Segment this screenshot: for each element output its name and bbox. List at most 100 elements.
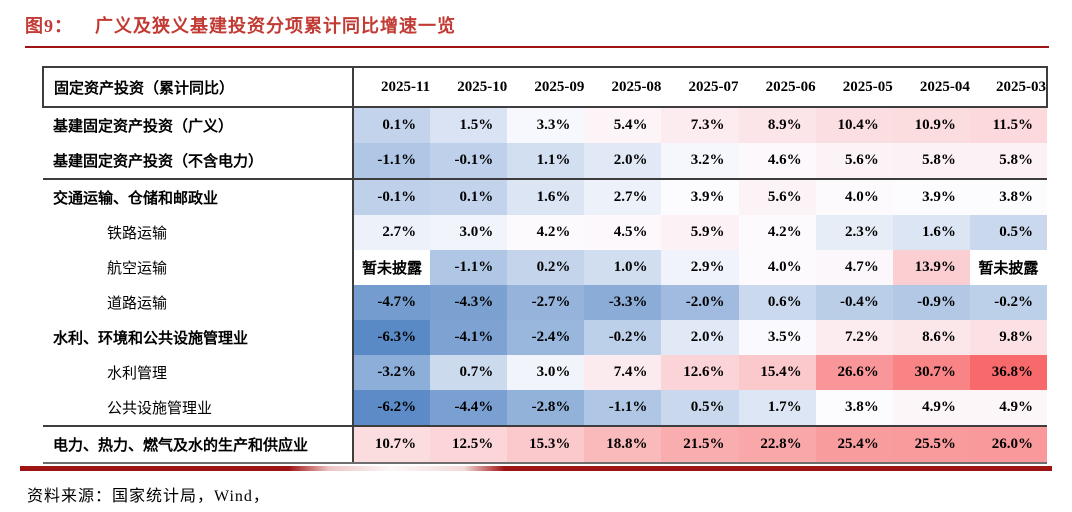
data-cell: 3.8%	[969, 179, 1047, 215]
row-label: 水利、环境和公共设施管理业	[43, 320, 354, 355]
data-cell: 1.6%	[507, 179, 585, 215]
data-cell: 12.5%	[430, 426, 508, 464]
table-row: 铁路运输 2.7% 3.0% 4.2% 4.5% 5.9% 4.2% 2.3% 1.6% 0.5%	[43, 215, 1047, 250]
heatmap-table: 固定资产投资（累计同比） 2025-11 2025-10 2025-09 2025-08…	[42, 66, 1049, 464]
table-row: 交通运输、仓储和邮政业 -0.1% 0.1% 1.6% 2.7% 3.9% 5.6% 4.0%…	[43, 179, 1047, 215]
data-cell: -0.2%	[969, 285, 1047, 320]
table-row: 电力、热力、燃气及水的生产和供应业 10.7% 12.5% 15.3% 18.8% 21.…	[43, 426, 1047, 464]
data-cell: 4.9%	[969, 390, 1047, 427]
data-cell: 22.8%	[738, 426, 816, 464]
table-row: 水利、环境和公共设施管理业 -6.3% -4.1% -2.4% -0.2% 2.0% 3.5…	[43, 320, 1047, 355]
data-cell: 1.7%	[738, 390, 816, 427]
data-cell: -1.1%	[584, 390, 662, 427]
table-row: 基建固定资产投资（不含电力） -1.1% -0.1% 1.1% 2.0% 3.2% 4.6%…	[43, 143, 1047, 180]
data-cell: -2.8%	[507, 390, 585, 427]
data-cell: -2.4%	[507, 320, 585, 355]
data-cell-missing: 暂未披露	[969, 250, 1047, 285]
column-header: 2025-06	[738, 66, 816, 108]
data-cell: 3.9%	[892, 179, 970, 215]
data-cell: 0.1%	[430, 179, 508, 215]
data-cell: 3.9%	[661, 179, 739, 215]
data-cell: 25.4%	[815, 426, 893, 464]
data-cell: 4.6%	[738, 143, 816, 180]
data-cell: 3.3%	[507, 107, 585, 143]
data-cell: 0.6%	[738, 285, 816, 320]
row-label: 公共设施管理业	[43, 390, 354, 427]
data-cell: 30.7%	[892, 355, 970, 390]
row-label: 电力、热力、燃气及水的生产和供应业	[43, 426, 354, 464]
data-cell: 5.4%	[584, 107, 662, 143]
data-cell: -1.1%	[353, 143, 431, 180]
column-header: 2025-03	[969, 66, 1049, 108]
data-cell: -3.2%	[353, 355, 431, 390]
data-cell: 5.6%	[815, 143, 893, 180]
data-cell: -2.7%	[507, 285, 585, 320]
row-label: 铁路运输	[43, 215, 354, 250]
data-cell: 10.9%	[892, 107, 970, 143]
data-cell: 10.7%	[353, 426, 431, 464]
column-header: 2025-05	[815, 66, 893, 108]
data-cell: 4.2%	[738, 215, 816, 250]
data-cell: -6.2%	[353, 390, 431, 427]
row-label: 交通运输、仓储和邮政业	[43, 179, 354, 215]
row-label: 道路运输	[43, 285, 354, 320]
data-cell: 5.8%	[892, 143, 970, 180]
data-cell: 4.2%	[507, 215, 585, 250]
data-cell: 1.0%	[584, 250, 662, 285]
data-cell: 26.6%	[815, 355, 893, 390]
data-cell: 7.4%	[584, 355, 662, 390]
data-cell: 4.5%	[584, 215, 662, 250]
row-label: 基建固定资产投资（广义）	[43, 107, 354, 143]
data-cell: 10.4%	[815, 107, 893, 143]
data-cell: 4.7%	[815, 250, 893, 285]
figure-title: 图9： 广义及狭义基建投资分项累计同比增速一览	[25, 12, 1050, 38]
table-row: 水利管理 -3.2% 0.7% 3.0% 7.4% 12.6% 15.4% 26.6% 30.7…	[43, 355, 1047, 390]
data-cell: 26.0%	[969, 426, 1047, 464]
data-cell: 7.2%	[815, 320, 893, 355]
data-cell: 18.8%	[584, 426, 662, 464]
header-label-cell: 固定资产投资（累计同比）	[42, 66, 354, 108]
data-cell: -4.1%	[430, 320, 508, 355]
data-cell: 8.6%	[892, 320, 970, 355]
data-cell: 36.8%	[969, 355, 1047, 390]
data-cell: 3.2%	[661, 143, 739, 180]
row-label: 基建固定资产投资（不含电力）	[43, 143, 354, 180]
data-cell: 13.9%	[892, 250, 970, 285]
data-cell: 1.5%	[430, 107, 508, 143]
data-cell: 11.5%	[969, 107, 1047, 143]
table-row: 基建固定资产投资（广义） 0.1% 1.5% 3.3% 5.4% 7.3% 8.9% 10.4…	[43, 107, 1047, 143]
row-label: 航空运输	[43, 250, 354, 285]
figure-number-label: 图9：	[25, 16, 73, 36]
figure-title-text: 广义及狭义基建投资分项累计同比增速一览	[95, 16, 456, 36]
table-row: 道路运输 -4.7% -4.3% -2.7% -3.3% -2.0% 0.6% -0.4% -0…	[43, 285, 1047, 320]
column-header: 2025-07	[661, 66, 739, 108]
data-cell: 5.9%	[661, 215, 739, 250]
title-underline-rule	[25, 46, 1049, 48]
data-cell: -1.1%	[430, 250, 508, 285]
data-cell: -0.1%	[430, 143, 508, 180]
source-note: 资料来源：国家统计局，Wind，	[27, 488, 270, 505]
column-header: 2025-11	[353, 66, 431, 108]
data-cell: 3.0%	[507, 355, 585, 390]
data-cell: -0.1%	[353, 179, 431, 215]
data-cell: -3.3%	[584, 285, 662, 320]
row-label: 水利管理	[43, 355, 354, 390]
data-cell: 4.0%	[738, 250, 816, 285]
data-cell: 0.7%	[430, 355, 508, 390]
column-header: 2025-08	[584, 66, 662, 108]
data-cell: 3.5%	[738, 320, 816, 355]
data-cell: 1.1%	[507, 143, 585, 180]
table-row: 公共设施管理业 -6.2% -4.4% -2.8% -1.1% 0.5% 1.7% 3.8% 4…	[43, 390, 1047, 427]
data-cell: 0.5%	[969, 215, 1047, 250]
data-cell: 7.3%	[661, 107, 739, 143]
data-cell: 15.3%	[507, 426, 585, 464]
data-cell: 2.0%	[584, 143, 662, 180]
data-cell: 0.2%	[507, 250, 585, 285]
data-cell: 21.5%	[661, 426, 739, 464]
data-cell: -0.9%	[892, 285, 970, 320]
data-cell: 0.5%	[661, 390, 739, 427]
table-row: 航空运输 暂未披露 -1.1% 0.2% 1.0% 2.9% 4.0% 4.7% 13.9% 暂未…	[43, 250, 1047, 285]
data-cell: 3.8%	[815, 390, 893, 427]
data-cell: -6.3%	[353, 320, 431, 355]
